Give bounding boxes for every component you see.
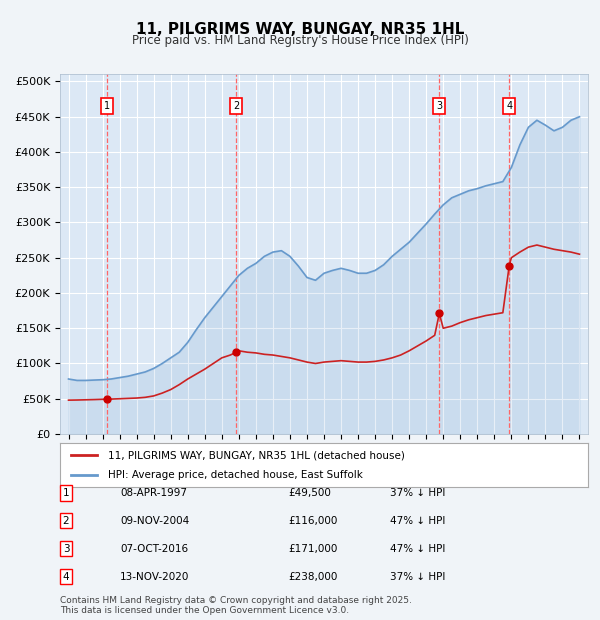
Text: Price paid vs. HM Land Registry's House Price Index (HPI): Price paid vs. HM Land Registry's House … xyxy=(131,34,469,47)
Text: £171,000: £171,000 xyxy=(288,544,337,554)
Text: HPI: Average price, detached house, East Suffolk: HPI: Average price, detached house, East… xyxy=(107,469,362,479)
Text: Contains HM Land Registry data © Crown copyright and database right 2025.
This d: Contains HM Land Registry data © Crown c… xyxy=(60,596,412,615)
Text: 47% ↓ HPI: 47% ↓ HPI xyxy=(390,544,445,554)
Text: 37% ↓ HPI: 37% ↓ HPI xyxy=(390,488,445,498)
Text: 47% ↓ HPI: 47% ↓ HPI xyxy=(390,516,445,526)
Text: 11, PILGRIMS WAY, BUNGAY, NR35 1HL (detached house): 11, PILGRIMS WAY, BUNGAY, NR35 1HL (deta… xyxy=(107,451,404,461)
Text: 4: 4 xyxy=(62,572,70,582)
Text: 1: 1 xyxy=(104,101,110,111)
Text: 2: 2 xyxy=(233,101,239,111)
Text: 09-NOV-2004: 09-NOV-2004 xyxy=(120,516,189,526)
Text: 3: 3 xyxy=(62,544,70,554)
Text: £116,000: £116,000 xyxy=(288,516,337,526)
Text: 3: 3 xyxy=(436,101,442,111)
Text: £49,500: £49,500 xyxy=(288,488,331,498)
Text: 07-OCT-2016: 07-OCT-2016 xyxy=(120,544,188,554)
Text: £238,000: £238,000 xyxy=(288,572,337,582)
Text: 13-NOV-2020: 13-NOV-2020 xyxy=(120,572,190,582)
Text: 2: 2 xyxy=(62,516,70,526)
Text: 08-APR-1997: 08-APR-1997 xyxy=(120,488,187,498)
Text: 37% ↓ HPI: 37% ↓ HPI xyxy=(390,572,445,582)
Text: 4: 4 xyxy=(506,101,512,111)
Text: 11, PILGRIMS WAY, BUNGAY, NR35 1HL: 11, PILGRIMS WAY, BUNGAY, NR35 1HL xyxy=(136,22,464,37)
Text: 1: 1 xyxy=(62,488,70,498)
